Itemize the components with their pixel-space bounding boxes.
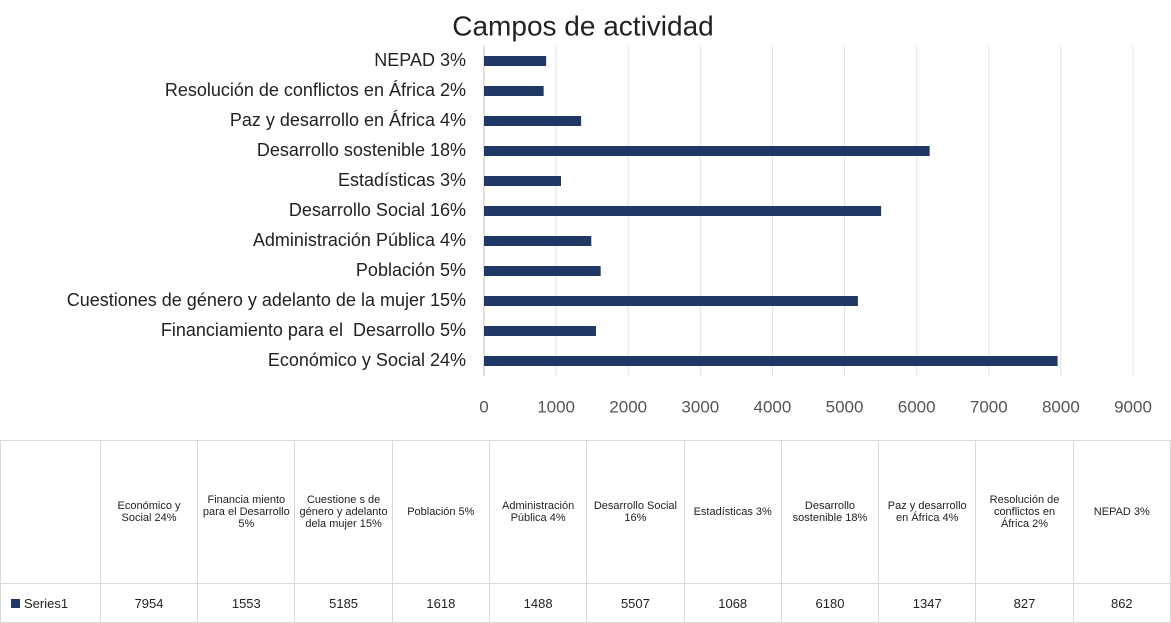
bar <box>484 266 601 276</box>
bar <box>484 56 547 66</box>
data-row: Series1 7954 1553 5185 1618 1488 5507 1068 6180 1… <box>0 583 1171 623</box>
x-tick-label: 9000 <box>1114 397 1152 416</box>
y-tick-label: Económico y Social 24% <box>268 350 466 370</box>
legend-swatch <box>11 598 20 608</box>
legend-label: Series1 <box>24 595 69 611</box>
bar <box>484 116 582 126</box>
series-cell: Series1 <box>0 583 101 623</box>
header-cell: Económico y Social 24% <box>99 440 199 584</box>
x-tick-label: 8000 <box>1042 397 1080 416</box>
bar <box>484 146 930 156</box>
y-tick-label: Estadísticas 3% <box>338 170 466 190</box>
y-tick-label: Cuestiones de género y adelanto de la mu… <box>67 290 466 310</box>
bar <box>484 236 592 246</box>
value-cell: 6180 <box>780 583 880 623</box>
x-tick-label: 6000 <box>898 397 936 416</box>
header-row: Económico y Social 24% Financia miento pa… <box>0 440 1171 584</box>
chart: Campos de actividad 0 1000 2000 3000 4000 500… <box>67 10 1152 416</box>
value-cell: 1553 <box>197 583 296 623</box>
header-cell: Desarrollo sostenible 18% <box>780 440 880 584</box>
x-tick-label: 5000 <box>826 397 864 416</box>
header-cell: Financia miento para el Desarrollo 5% <box>197 440 296 584</box>
y-tick-label: Financiamiento para el Desarrollo 5% <box>161 320 466 340</box>
y-tick-label: Paz y desarrollo en África 4% <box>230 110 466 130</box>
value-cell: 1347 <box>878 583 977 623</box>
chart-title: Campos de actividad <box>452 10 713 41</box>
value-cell: 1068 <box>683 583 782 623</box>
value-cell: 827 <box>975 583 1074 623</box>
y-tick-label: Población 5% <box>356 260 466 280</box>
x-tick-label: 1000 <box>537 397 575 416</box>
y-tick-label: Desarrollo Social 16% <box>289 200 466 220</box>
y-tick-label: Desarrollo sostenible 18% <box>257 140 466 160</box>
bar <box>484 86 544 96</box>
x-tick-label: 2000 <box>609 397 647 416</box>
header-cell: Estadísticas 3% <box>683 440 782 584</box>
value-cell: 5185 <box>294 583 393 623</box>
value-cell: 5507 <box>586 583 685 623</box>
value-cell: 1488 <box>488 583 588 623</box>
y-tick-label: Administración Pública 4% <box>253 230 466 250</box>
y-tick-label: Resolución de conflictos en África 2% <box>165 80 466 100</box>
header-cell: Resolución de conflictos en África 2% <box>975 440 1074 584</box>
header-cell: NEPAD 3% <box>1072 440 1171 584</box>
value-cell: 862 <box>1072 583 1171 623</box>
bar <box>484 206 882 216</box>
x-tick-label: 3000 <box>681 397 719 416</box>
value-cell: 1618 <box>391 583 490 623</box>
bar <box>484 176 562 186</box>
header-cell: Administración Pública 4% <box>488 440 588 584</box>
x-tick-label: 7000 <box>970 397 1008 416</box>
header-cell: Cuestione s de género y adelanto dela mu… <box>294 440 393 584</box>
bar <box>484 326 596 336</box>
header-cell: Población 5% <box>391 440 490 584</box>
header-cell: Desarrollo Social 16% <box>586 440 685 584</box>
corner-cell <box>0 440 101 584</box>
header-cell: Paz y desarrollo en África 4% <box>878 440 977 584</box>
bar <box>484 356 1058 366</box>
y-tick-label: NEPAD 3% <box>374 50 466 70</box>
x-tick-label: 4000 <box>754 397 792 416</box>
data-table: Económico y Social 24% Financia miento pa… <box>0 440 1171 623</box>
value-cell: 7954 <box>99 583 199 623</box>
x-tick-label: 0 <box>479 397 488 416</box>
bar <box>484 296 858 306</box>
